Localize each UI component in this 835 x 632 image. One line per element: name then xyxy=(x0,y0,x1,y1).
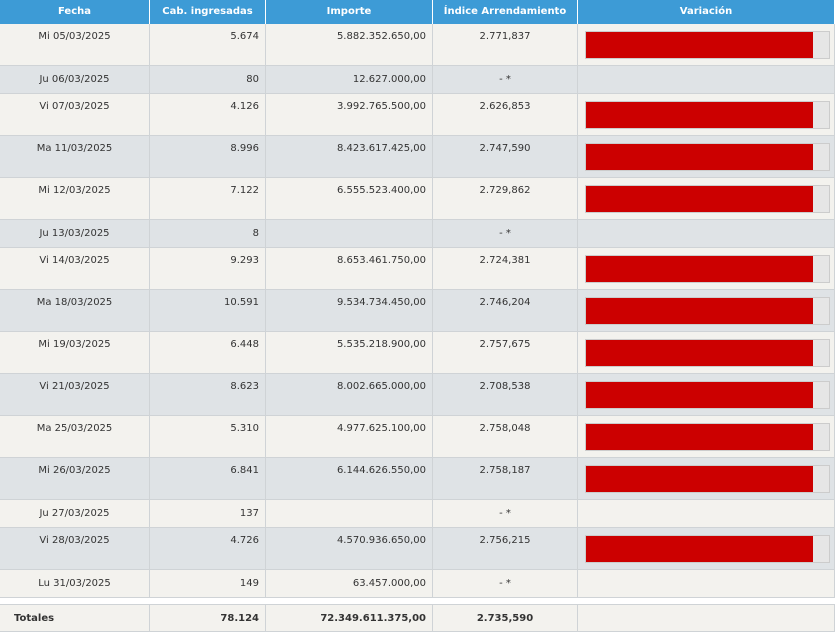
column-header: Variación xyxy=(578,0,835,24)
table-cell: 4.977.625.100,00 xyxy=(266,416,433,458)
table-cell: 2.758,187 xyxy=(433,458,578,500)
table-cell: 6.555.523.400,00 xyxy=(266,178,433,220)
variation-bar xyxy=(586,256,813,282)
table-cell: 2.626,853 xyxy=(433,94,578,136)
table-cell: 3.992.765.500,00 xyxy=(266,94,433,136)
table-cell: 4.126 xyxy=(150,94,266,136)
table-cell: Vi 28/03/2025 xyxy=(0,528,150,570)
table-cell: Ju 27/03/2025 xyxy=(0,500,150,528)
table-cell xyxy=(266,220,433,248)
table-cell: 8.996 xyxy=(150,136,266,178)
table-cell: 4.726 xyxy=(150,528,266,570)
table-cell: 8.423.617.425,00 xyxy=(266,136,433,178)
table-cell: 2.771,837 xyxy=(433,24,578,66)
table-cell: Vi 14/03/2025 xyxy=(0,248,150,290)
variation-bar xyxy=(586,144,813,170)
table-cell: Mi 26/03/2025 xyxy=(0,458,150,500)
totals-cell: Totales xyxy=(0,604,150,632)
table-cell: 6.144.626.550,00 xyxy=(266,458,433,500)
table-cell: 8 xyxy=(150,220,266,248)
totals-empty xyxy=(578,604,835,632)
table-cell: 2.708,538 xyxy=(433,374,578,416)
table-cell: 2.756,215 xyxy=(433,528,578,570)
table-cell: Mi 19/03/2025 xyxy=(0,332,150,374)
column-header: Índice Arrendamiento xyxy=(433,0,578,24)
table-cell: - * xyxy=(433,66,578,94)
table-cell: 2.746,204 xyxy=(433,290,578,332)
totals-cell: 2.735,590 xyxy=(433,604,578,632)
table-cell: Lu 31/03/2025 xyxy=(0,570,150,598)
table-cell: 2.724,381 xyxy=(433,248,578,290)
variation-bar xyxy=(586,340,813,366)
table-cell: Mi 12/03/2025 xyxy=(0,178,150,220)
table-cell: 80 xyxy=(150,66,266,94)
variation-cell xyxy=(578,220,835,248)
totals-cell: 72.349.611.375,00 xyxy=(266,604,433,632)
table-cell: 7.122 xyxy=(150,178,266,220)
variation-bar xyxy=(586,186,813,212)
table-cell: Vi 07/03/2025 xyxy=(0,94,150,136)
table-cell: 10.591 xyxy=(150,290,266,332)
table-cell: 2.747,590 xyxy=(433,136,578,178)
table-cell: - * xyxy=(433,500,578,528)
table-cell: 9.534.734.450,00 xyxy=(266,290,433,332)
variation-bar xyxy=(586,32,813,58)
table-cell: 8.653.461.750,00 xyxy=(266,248,433,290)
table-cell: Ju 13/03/2025 xyxy=(0,220,150,248)
table-cell: Vi 21/03/2025 xyxy=(0,374,150,416)
table-cell: 2.757,675 xyxy=(433,332,578,374)
column-header: Importe xyxy=(266,0,433,24)
table-cell: 8.623 xyxy=(150,374,266,416)
variation-bar xyxy=(586,382,813,408)
table-cell: Ma 25/03/2025 xyxy=(0,416,150,458)
table-cell: 12.627.000,00 xyxy=(266,66,433,94)
table-cell: Ju 06/03/2025 xyxy=(0,66,150,94)
table-cell: 5.535.218.900,00 xyxy=(266,332,433,374)
column-header: Fecha xyxy=(0,0,150,24)
table-cell: 8.002.665.000,00 xyxy=(266,374,433,416)
variation-bar xyxy=(586,102,813,128)
table-cell: 2.758,048 xyxy=(433,416,578,458)
table-cell: - * xyxy=(433,220,578,248)
variation-bar xyxy=(586,298,813,324)
table-cell xyxy=(266,500,433,528)
column-header: Cab. ingresadas xyxy=(150,0,266,24)
variation-cell xyxy=(578,66,835,94)
table-cell: - * xyxy=(433,570,578,598)
variation-bar xyxy=(586,424,813,450)
table-cell: 2.729,862 xyxy=(433,178,578,220)
variation-bar xyxy=(586,536,813,562)
table-cell: 63.457.000,00 xyxy=(266,570,433,598)
totals-cell: 78.124 xyxy=(150,604,266,632)
table-cell: 149 xyxy=(150,570,266,598)
table-cell: 5.882.352.650,00 xyxy=(266,24,433,66)
variation-bar xyxy=(586,466,813,492)
table-cell: 6.448 xyxy=(150,332,266,374)
table-cell: Mi 05/03/2025 xyxy=(0,24,150,66)
table-cell: 9.293 xyxy=(150,248,266,290)
variation-cell xyxy=(578,500,835,528)
table-cell: 4.570.936.650,00 xyxy=(266,528,433,570)
variation-cell xyxy=(578,570,835,598)
table-cell: 5.310 xyxy=(150,416,266,458)
table-cell: Ma 11/03/2025 xyxy=(0,136,150,178)
table-cell: Ma 18/03/2025 xyxy=(0,290,150,332)
table-cell: 5.674 xyxy=(150,24,266,66)
table-cell: 137 xyxy=(150,500,266,528)
table-cell: 6.841 xyxy=(150,458,266,500)
